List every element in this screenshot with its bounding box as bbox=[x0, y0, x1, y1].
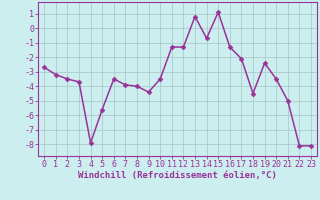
X-axis label: Windchill (Refroidissement éolien,°C): Windchill (Refroidissement éolien,°C) bbox=[78, 171, 277, 180]
